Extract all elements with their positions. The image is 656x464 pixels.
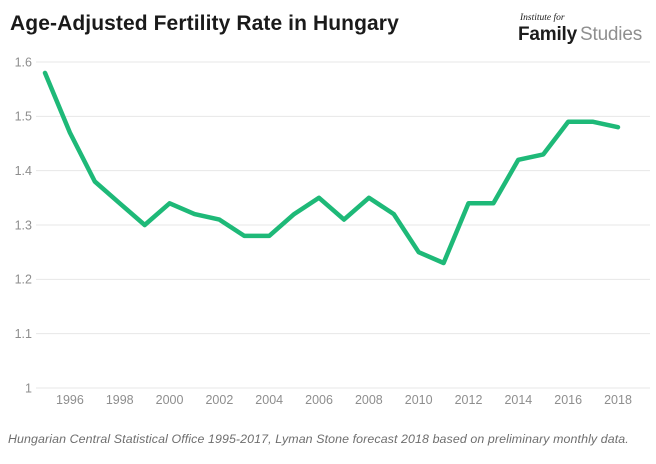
ifs-logo-institute-for: Institute for — [520, 13, 565, 23]
page-title: Age-Adjusted Fertility Rate in Hungary — [10, 12, 399, 35]
x-tick-label: 2014 — [504, 393, 532, 407]
y-tick-label: 1.2 — [15, 273, 32, 287]
x-tick-label: 1998 — [106, 393, 134, 407]
ifs-logo-family: Family — [518, 23, 578, 45]
x-tick-label: 2016 — [554, 393, 582, 407]
y-tick-label: 1.4 — [15, 164, 32, 178]
y-tick-label: 1.6 — [15, 55, 32, 69]
x-tick-label: 2010 — [405, 393, 433, 407]
ifs-logo-wordmark: Family Studies — [518, 25, 642, 44]
source-caption: Hungarian Central Statistical Office 199… — [8, 432, 629, 446]
x-tick-label: 1996 — [56, 393, 84, 407]
fertility-rate-series-line — [42, 70, 621, 266]
y-tick-label: 1 — [25, 381, 32, 395]
x-tick-label: 2008 — [355, 393, 383, 407]
y-tick-label: 1.3 — [15, 218, 32, 232]
ifs-logo-studies: Studies — [580, 23, 642, 45]
fertility-line-chart: 1 1.1 1.2 1.3 1.4 1.5 1.6 1996 1998 2000 2002 2004 2… — [15, 55, 650, 407]
chart-header: Age-Adjusted Fertility Rate in Hungary I… — [0, 0, 656, 52]
x-tick-label: 2006 — [305, 393, 333, 407]
y-tick-label: 1.1 — [15, 327, 32, 341]
y-tick-label: 1.5 — [15, 110, 32, 124]
x-tick-label: 2018 — [604, 393, 632, 407]
x-tick-label: 2000 — [156, 393, 184, 407]
ifs-logo: Institute for Family Studies — [518, 13, 646, 44]
x-tick-label: 2004 — [255, 393, 283, 407]
x-tick-label: 2002 — [205, 393, 233, 407]
x-tick-label: 2012 — [455, 393, 483, 407]
